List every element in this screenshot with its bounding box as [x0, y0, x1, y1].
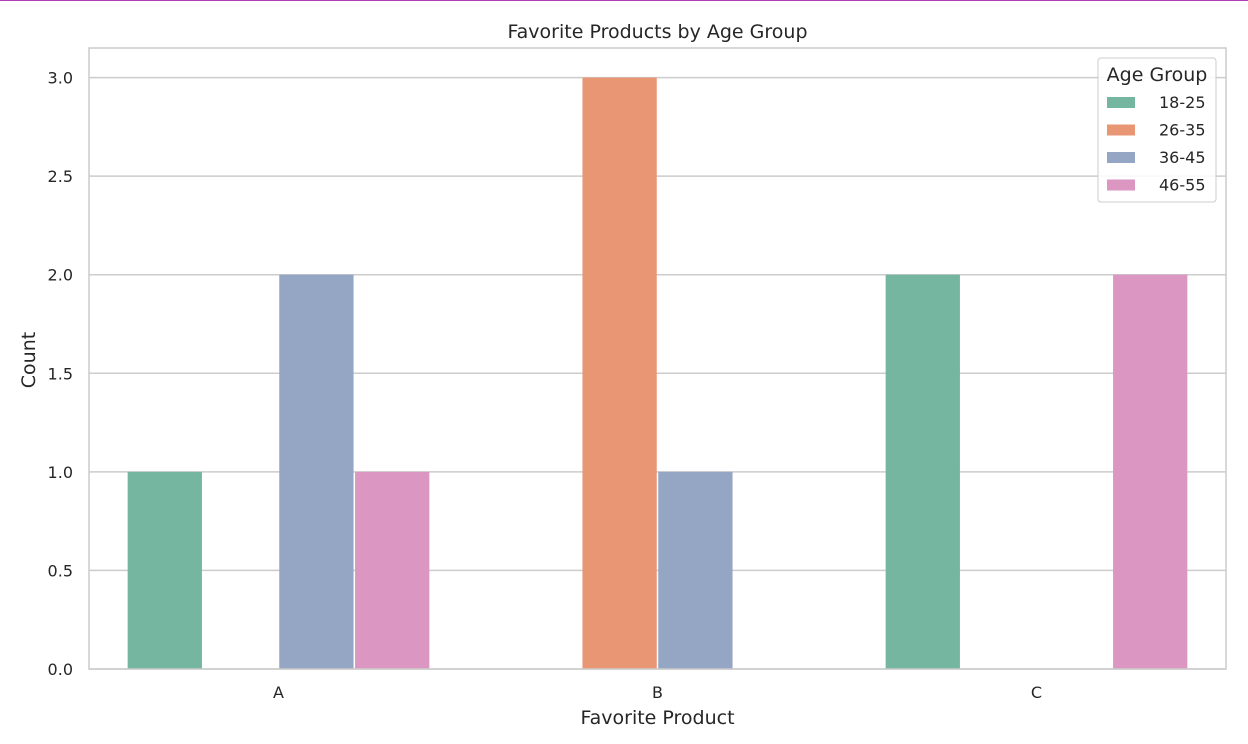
legend-items: 18-25 26-35 36-45 46-55 — [1107, 93, 1206, 195]
bar-A-46-55 — [355, 471, 430, 669]
legend-title: Age Group — [1107, 64, 1208, 86]
y-tick-label: 2.0 — [48, 266, 73, 285]
bar-C-18-25 — [885, 274, 960, 669]
y-tick-label: 0.5 — [48, 561, 73, 580]
legend-label: 26-35 — [1159, 121, 1206, 140]
y-tick-label: 2.5 — [48, 167, 73, 186]
x-tick-labels: A B C — [273, 683, 1042, 702]
chart-title: Favorite Products by Age Group — [507, 21, 807, 43]
plot-frame — [88, 47, 1227, 670]
bar-A-36-45 — [279, 274, 354, 669]
legend-swatch — [1107, 124, 1135, 136]
legend-swatch — [1107, 97, 1135, 108]
legend-swatch — [1107, 152, 1135, 163]
bar-C-46-55 — [1113, 274, 1188, 669]
x-tick-label: A — [273, 683, 284, 702]
x-axis-title: Favorite Product — [580, 707, 734, 729]
plot-background — [89, 48, 1226, 669]
x-tick-label: B — [652, 683, 663, 702]
y-tick-labels: 0.0 0.5 1.0 1.5 2.0 2.5 3.0 — [48, 69, 73, 679]
legend-box — [1097, 57, 1217, 203]
legend-label: 36-45 — [1159, 148, 1206, 167]
legend-label: 46-55 — [1159, 176, 1206, 195]
legend-swatch — [1107, 179, 1135, 191]
y-tick-label: 1.5 — [48, 364, 73, 383]
bar-A-18-25 — [127, 471, 202, 669]
x-tick-label: C — [1031, 683, 1042, 702]
bars — [127, 77, 1188, 670]
bar-B-36-45 — [658, 471, 733, 669]
legend: Age Group 18-25 26-35 36-45 46-55 — [1097, 57, 1217, 203]
legend-label: 18-25 — [1159, 93, 1206, 112]
y-tick-label: 1.0 — [48, 463, 73, 482]
y-tick-label: 0.0 — [48, 660, 73, 679]
y-axis-title: Count — [18, 332, 40, 388]
window-top-accent — [0, 0, 1248, 1]
bar-B-26-35 — [582, 77, 657, 670]
y-tick-label: 3.0 — [48, 69, 73, 88]
